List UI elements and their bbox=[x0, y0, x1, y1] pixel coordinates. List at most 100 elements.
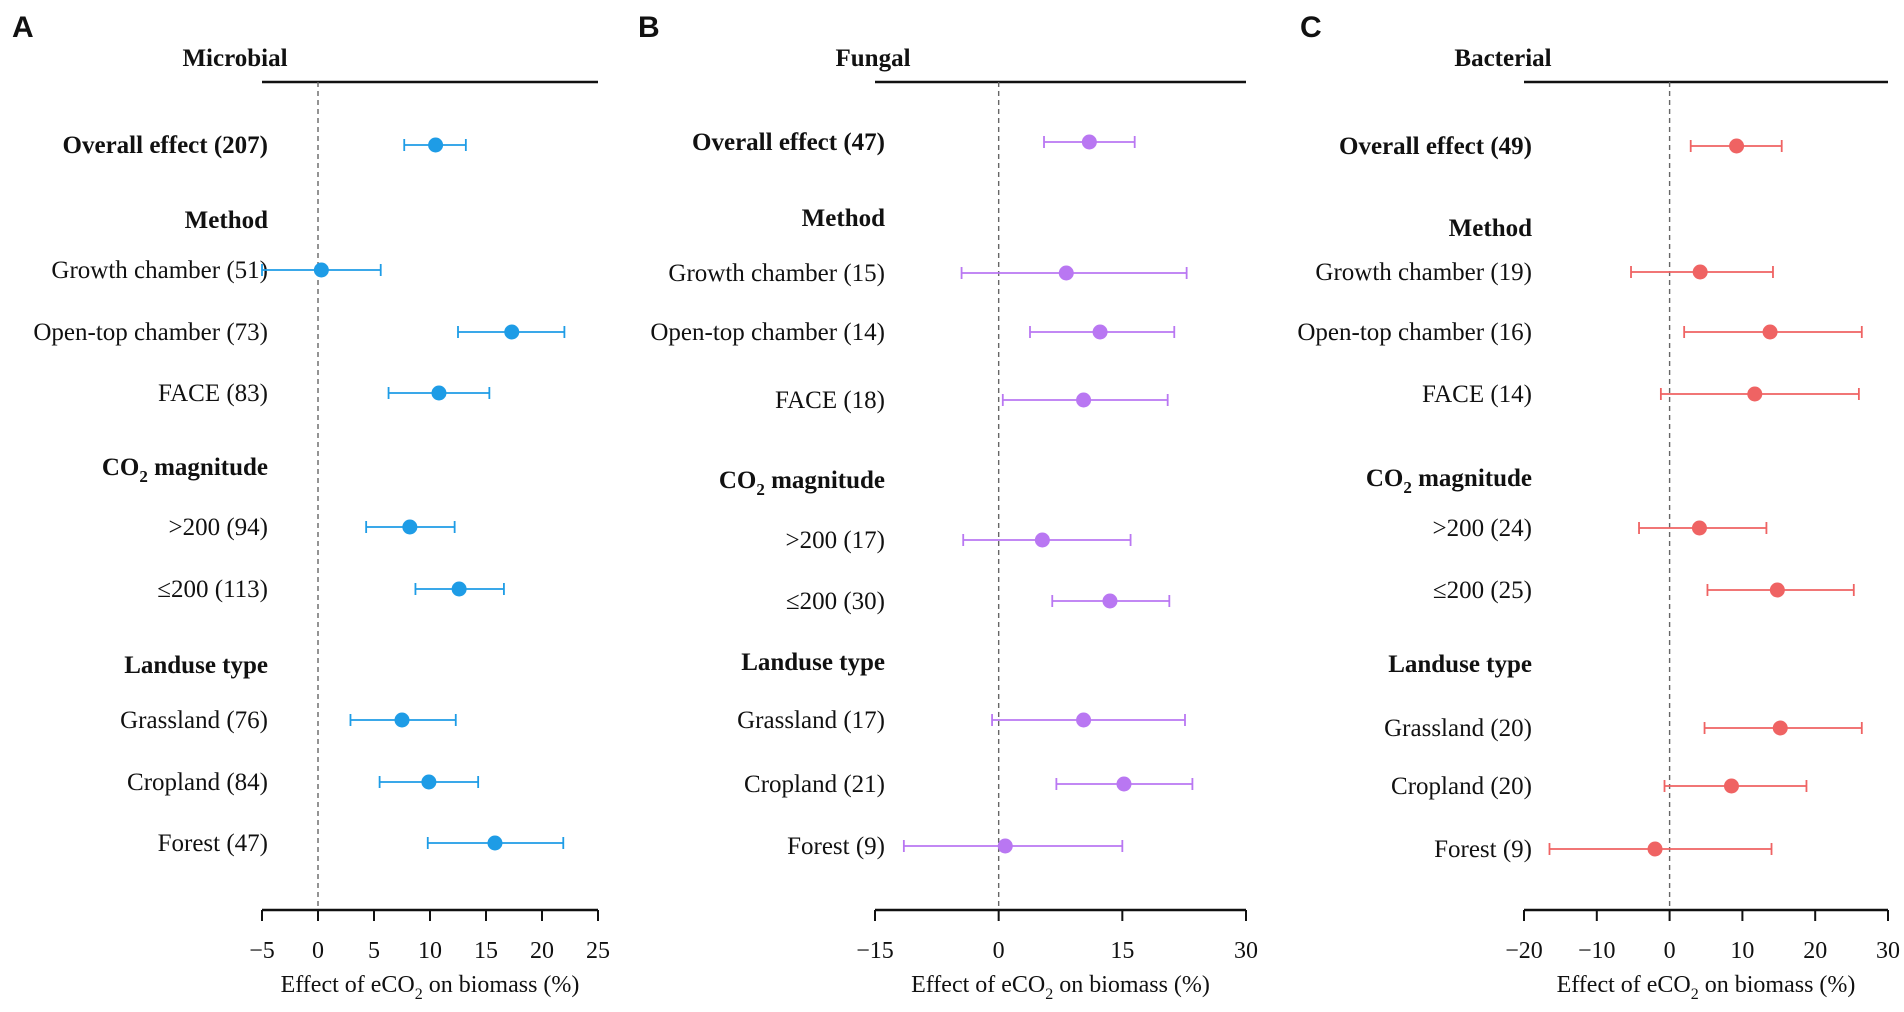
effect-size-point bbox=[1772, 720, 1788, 736]
row-item: >200 (94) bbox=[169, 514, 456, 541]
row-header-label: Landuse type bbox=[1388, 651, 1532, 678]
row-header-label: Method bbox=[185, 207, 268, 234]
row-header-label: Overall effect (49) bbox=[1339, 133, 1532, 160]
effect-size-point bbox=[394, 712, 410, 728]
x-axis-label: Effect of eCO2 on biomass (%) bbox=[911, 972, 1210, 1003]
x-tick-label: −15 bbox=[856, 938, 894, 964]
row-item: >200 (17) bbox=[786, 527, 1132, 554]
row-header-label: Overall effect (207) bbox=[63, 132, 268, 159]
row-label: Forest (9) bbox=[787, 833, 885, 860]
row-item: Cropland (20) bbox=[1391, 773, 1808, 800]
row-item: ≤200 (25) bbox=[1433, 577, 1855, 604]
row-header-label: CO2 magnitude bbox=[102, 454, 268, 486]
effect-size-point bbox=[1647, 841, 1663, 857]
row-item: Forest (47) bbox=[158, 830, 565, 857]
x-tick-label: 10 bbox=[418, 938, 442, 964]
row-item: ≤200 (30) bbox=[786, 588, 1171, 615]
forest-plot-c: Bacterial −20 −10 0 10 20 30 Effect of eCO2 on … bbox=[1297, 45, 1900, 1003]
row-item: Grassland (17) bbox=[737, 707, 1186, 734]
row-label: Open-top chamber (16) bbox=[1297, 319, 1532, 346]
row-header: Method bbox=[802, 205, 885, 232]
effect-size-point bbox=[997, 838, 1013, 854]
effect-size-point bbox=[402, 519, 418, 535]
x-tick-label: 20 bbox=[1803, 938, 1827, 964]
row-label: >200 (24) bbox=[1433, 515, 1533, 542]
row-header-label: Method bbox=[1449, 215, 1532, 242]
row-label: ≤200 (113) bbox=[157, 576, 268, 603]
row-label: ≤200 (30) bbox=[786, 588, 885, 615]
row-header: Overall effect (49) bbox=[1339, 133, 1783, 160]
effect-size-point bbox=[1034, 532, 1050, 548]
row-item: Grassland (76) bbox=[120, 707, 457, 734]
x-tick-label: 30 bbox=[1876, 938, 1900, 964]
x-tick-label: 15 bbox=[1110, 938, 1134, 964]
row-item: Cropland (21) bbox=[744, 771, 1194, 798]
x-tick-label: 0 bbox=[1664, 938, 1676, 964]
row-header: CO2 magnitude bbox=[719, 467, 885, 499]
row-header-label: CO2 magnitude bbox=[1366, 465, 1532, 497]
row-label: FACE (14) bbox=[1422, 381, 1532, 408]
row-header-label: Method bbox=[802, 205, 885, 232]
effect-size-point bbox=[1076, 712, 1092, 728]
row-label: Growth chamber (15) bbox=[668, 260, 885, 287]
row-label: Forest (9) bbox=[1434, 836, 1532, 863]
row-item: Growth chamber (19) bbox=[1315, 259, 1774, 286]
row-header-label: Overall effect (47) bbox=[692, 129, 885, 156]
row-item: Cropland (84) bbox=[127, 769, 480, 796]
panel-title: Microbial bbox=[182, 45, 287, 72]
effect-size-point bbox=[1102, 593, 1118, 609]
effect-size-point bbox=[1723, 778, 1739, 794]
row-header: Method bbox=[185, 207, 268, 234]
row-item: Open-top chamber (73) bbox=[33, 319, 566, 346]
panel-a: A bbox=[12, 11, 34, 44]
panel-letter-b: B bbox=[638, 11, 660, 44]
effect-size-point bbox=[431, 385, 447, 401]
forest-plot-b: Fungal −15 0 15 30 Effect of eCO2 on biomass … bbox=[650, 45, 1258, 1003]
row-label: Growth chamber (19) bbox=[1315, 259, 1532, 286]
effect-size-point bbox=[1729, 138, 1745, 154]
row-item: Forest (9) bbox=[1434, 836, 1773, 863]
row-item: FACE (14) bbox=[1422, 381, 1860, 408]
row-label: Growth chamber (51) bbox=[51, 257, 268, 284]
effect-size-point bbox=[1058, 265, 1074, 281]
row-label: Grassland (20) bbox=[1384, 715, 1532, 742]
panel-letter-a: A bbox=[12, 11, 34, 44]
effect-size-point bbox=[1076, 392, 1092, 408]
row-label: Cropland (84) bbox=[127, 769, 268, 796]
effect-size-point bbox=[1769, 582, 1785, 598]
row-header: Landuse type bbox=[741, 649, 885, 676]
row-label: >200 (94) bbox=[169, 514, 269, 541]
effect-size-point bbox=[313, 262, 329, 278]
x-tick-label: 5 bbox=[368, 938, 380, 964]
row-header-label: Landuse type bbox=[124, 652, 268, 679]
row-item: Growth chamber (15) bbox=[668, 260, 1188, 287]
x-tick-label: 0 bbox=[312, 938, 324, 964]
x-tick-label: 25 bbox=[586, 938, 610, 964]
panel-title: Fungal bbox=[835, 45, 910, 72]
row-item: Open-top chamber (14) bbox=[650, 319, 1176, 346]
x-tick-label: 0 bbox=[993, 938, 1005, 964]
row-label: >200 (17) bbox=[786, 527, 886, 554]
row-header: Landuse type bbox=[124, 652, 268, 679]
row-header: Overall effect (207) bbox=[63, 132, 467, 159]
row-item: Growth chamber (51) bbox=[51, 257, 382, 284]
effect-size-point bbox=[1692, 264, 1708, 280]
panel-letter-c: C bbox=[1300, 11, 1322, 44]
row-item: ≤200 (113) bbox=[157, 576, 505, 603]
row-item: FACE (18) bbox=[775, 387, 1169, 414]
row-label: Grassland (76) bbox=[120, 707, 268, 734]
x-tick-label: −20 bbox=[1505, 938, 1543, 964]
x-tick-label: 30 bbox=[1234, 938, 1258, 964]
panel-c: C bbox=[1300, 11, 1322, 44]
panel-title: Bacterial bbox=[1454, 45, 1551, 72]
row-label: ≤200 (25) bbox=[1433, 577, 1532, 604]
row-label: Grassland (17) bbox=[737, 707, 885, 734]
x-tick-label: 10 bbox=[1730, 938, 1754, 964]
row-item: >200 (24) bbox=[1433, 515, 1768, 542]
row-item: Open-top chamber (16) bbox=[1297, 319, 1863, 346]
row-item: Forest (9) bbox=[787, 833, 1124, 860]
row-item: Grassland (20) bbox=[1384, 715, 1863, 742]
